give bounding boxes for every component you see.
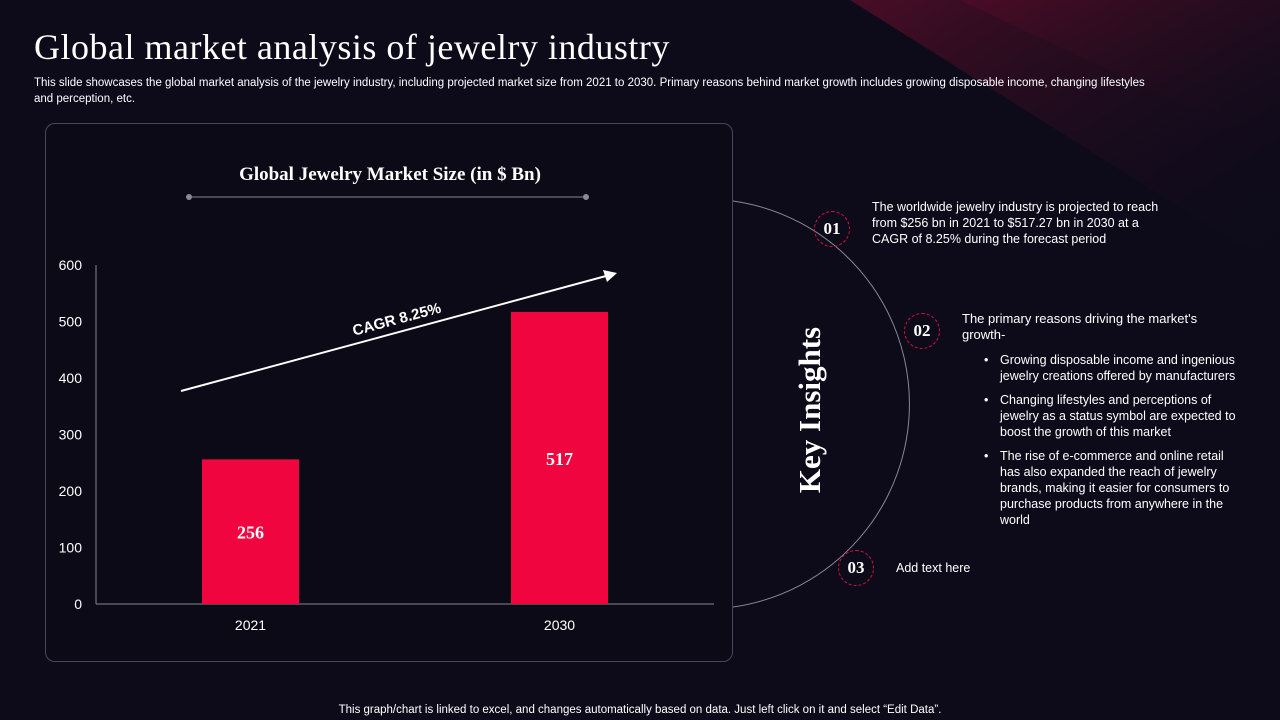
chart-title: Global Jewelry Market Size (in $ Bn) [239,164,541,185]
footer-note: This graph/chart is linked to excel, and… [338,704,942,716]
page-subtitle: This slide showcases the global market a… [34,77,1145,105]
key-insights-heading: Key Insights [792,326,827,494]
y-tick-label: 0 [74,596,82,612]
insight-text-3[interactable]: Add text here [896,561,971,575]
cagr-arrow-line [180,275,607,392]
x-tick-label: 2021 [235,617,266,633]
bar-2030 [511,311,608,604]
y-tick-label: 200 [59,483,83,499]
data-label: 256 [237,523,264,543]
y-tick-label: 600 [59,257,83,273]
y-tick-label: 400 [59,370,83,386]
insight-bullet-list: Growing disposable income and ingenious … [984,352,1240,536]
insight-bullet-3: The rise of e-commerce and online retail… [984,448,1240,528]
insight-bullet-1: Growing disposable income and ingenious … [984,352,1240,384]
insight-number-2: 02 [904,313,940,349]
divider-dot-right [583,194,589,200]
x-tick-label: 2030 [544,617,575,633]
chart-panel[interactable]: Global Jewelry Market Size (in $ Bn) 0 10… [45,123,733,662]
y-tick-label: 500 [59,314,83,330]
cagr-arrow-head [603,270,617,282]
insight-text-1: The worldwide jewelry industry is projec… [872,200,1159,246]
divider-dot-left [186,194,192,200]
insight-number-1: 01 [814,211,850,247]
insight-bullet-2: Changing lifestyles and perceptions of j… [984,392,1240,440]
bar-2021 [202,459,299,604]
page-title: Global market analysis of jewelry indust… [34,27,670,67]
insight-text-2: The primary reasons driving the market's… [962,311,1198,342]
data-label: 517 [546,449,573,469]
insight-number-3: 03 [838,550,874,586]
y-tick-label: 300 [59,427,83,443]
y-tick-label: 100 [59,540,83,556]
